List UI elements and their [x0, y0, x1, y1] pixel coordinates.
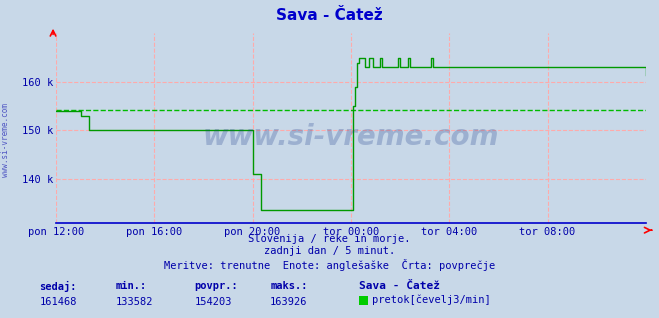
Text: zadnji dan / 5 minut.: zadnji dan / 5 minut. [264, 246, 395, 256]
Text: Slovenija / reke in morje.: Slovenija / reke in morje. [248, 234, 411, 244]
Text: pretok[čevelj3/min]: pretok[čevelj3/min] [372, 294, 491, 305]
Text: povpr.:: povpr.: [194, 281, 238, 291]
Text: www.si-vreme.com: www.si-vreme.com [203, 123, 499, 151]
Text: 154203: 154203 [194, 297, 232, 307]
Text: sedaj:: sedaj: [40, 281, 77, 293]
Text: www.si-vreme.com: www.si-vreme.com [1, 103, 10, 177]
Text: 161468: 161468 [40, 297, 77, 307]
Text: Sava - Čatež: Sava - Čatež [359, 281, 440, 291]
Text: 163926: 163926 [270, 297, 308, 307]
Text: min.:: min.: [115, 281, 146, 291]
Text: maks.:: maks.: [270, 281, 308, 291]
Text: 133582: 133582 [115, 297, 153, 307]
Text: Meritve: trenutne  Enote: anglešaške  Črta: povprečje: Meritve: trenutne Enote: anglešaške Črta… [164, 259, 495, 271]
Text: Sava - Čatež: Sava - Čatež [276, 8, 383, 23]
